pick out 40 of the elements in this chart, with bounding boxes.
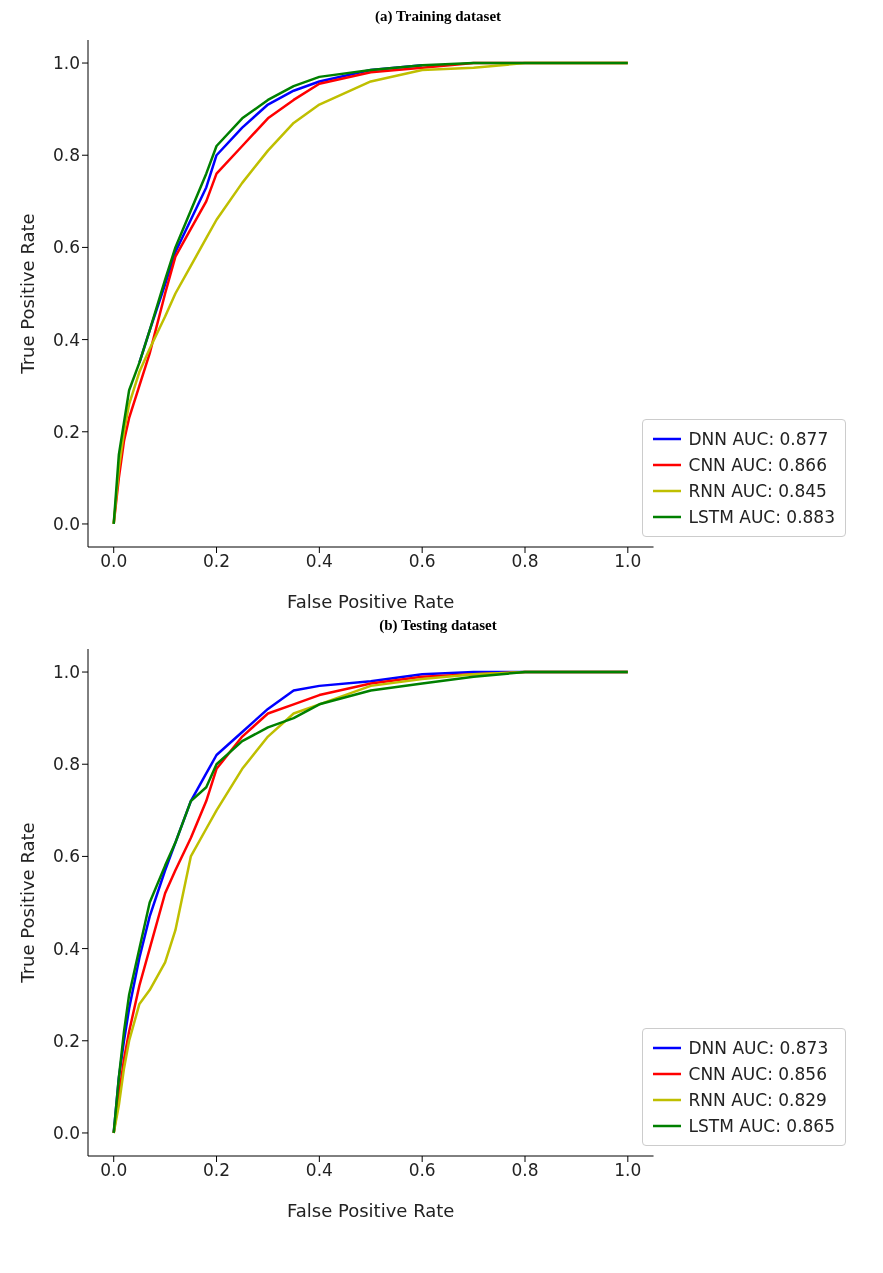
legend-label: DNN AUC: 0.873 — [688, 1037, 829, 1060]
x-tick-label: 0.2 — [203, 551, 231, 572]
x-tick-label: 0.8 — [511, 1160, 539, 1181]
x-tick-label: 1.0 — [614, 551, 642, 572]
legend-label: DNN AUC: 0.877 — [688, 428, 829, 451]
legend-label: RNN AUC: 0.829 — [688, 1089, 827, 1112]
x-tick-label: 0.0 — [100, 1160, 128, 1181]
y-tick-label: 0.8 — [52, 754, 80, 775]
y-tick-label: 1.0 — [52, 662, 80, 683]
chart-title: (b) Testing dataset — [378, 617, 498, 635]
x-tick-label: 1.0 — [614, 1160, 642, 1181]
y-tick-label: 0.6 — [52, 846, 80, 867]
y-axis-title: True Positive Rate — [17, 213, 39, 375]
y-tick-label: 1.0 — [52, 53, 80, 74]
x-tick-label: 0.4 — [305, 1160, 333, 1181]
x-tick-label: 0.8 — [511, 551, 539, 572]
legend-label: RNN AUC: 0.845 — [688, 480, 827, 503]
legend-label: LSTM AUC: 0.883 — [688, 506, 835, 529]
x-tick-label: 0.0 — [100, 551, 128, 572]
chart-title: (a) Training dataset — [373, 8, 503, 26]
x-tick-label: 0.6 — [408, 1160, 436, 1181]
x-tick-label: 0.2 — [203, 1160, 231, 1181]
y-axis-title: True Positive Rate — [17, 822, 39, 984]
x-tick-label: 0.4 — [305, 551, 333, 572]
y-tick-label: 0.4 — [52, 329, 80, 350]
x-axis-title: False Positive Rate — [287, 1199, 455, 1221]
x-tick-label: 0.6 — [408, 551, 436, 572]
y-tick-label: 0.2 — [52, 421, 80, 442]
y-tick-label: 0.0 — [52, 513, 80, 534]
y-tick-label: 0.8 — [52, 145, 80, 166]
y-tick-label: 0.4 — [52, 938, 80, 959]
line-series — [112, 61, 630, 526]
legend-label: CNN AUC: 0.856 — [688, 1063, 827, 1086]
x-axis-title: False Positive Rate — [287, 590, 455, 612]
line-series — [112, 670, 630, 1135]
legend-label: LSTM AUC: 0.865 — [688, 1115, 835, 1138]
y-tick-label: 0.0 — [52, 1122, 80, 1143]
y-tick-label: 0.2 — [52, 1030, 80, 1051]
legend-label: CNN AUC: 0.866 — [688, 454, 827, 477]
y-tick-label: 0.6 — [52, 237, 80, 258]
